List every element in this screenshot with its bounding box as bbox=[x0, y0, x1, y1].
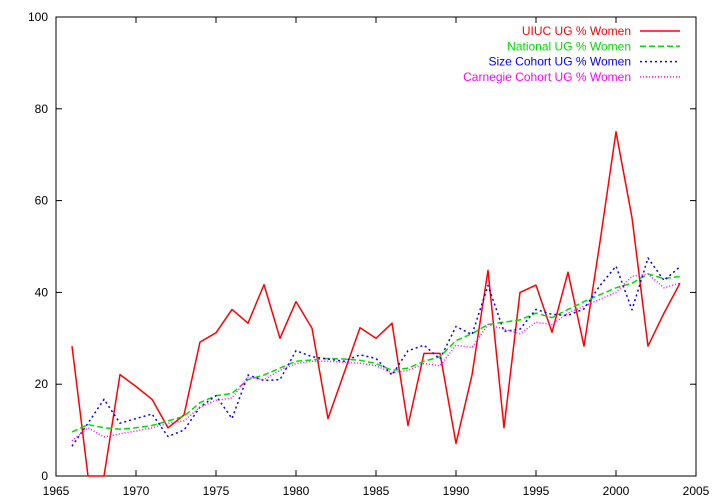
x-tick-label: 2005 bbox=[683, 484, 710, 498]
y-tick-label: 20 bbox=[35, 377, 49, 391]
legend-label: UIUC UG % Women bbox=[522, 24, 631, 38]
x-tick-label: 1965 bbox=[43, 484, 70, 498]
x-tick-label: 2000 bbox=[603, 484, 630, 498]
series-line-4 bbox=[71, 273, 681, 442]
series-line-2 bbox=[71, 273, 681, 433]
series-layer bbox=[71, 131, 681, 477]
legend-label: National UG % Women bbox=[507, 39, 631, 53]
x-tick-label: 1990 bbox=[443, 484, 470, 498]
y-tick-label: 40 bbox=[35, 285, 49, 299]
legend-label: Size Cohort UG % Women bbox=[489, 55, 632, 69]
y-tick-label: 100 bbox=[28, 10, 48, 24]
x-tick-label: 1995 bbox=[523, 484, 550, 498]
x-tick-label: 1975 bbox=[203, 484, 230, 498]
legend-label: Carnegie Cohort UG % Women bbox=[463, 70, 631, 84]
y-tick-label: 80 bbox=[35, 102, 49, 116]
axes: 1965 1970 1975 1980 1985 1990 1995 2000 2005 0 20 4… bbox=[28, 10, 710, 498]
x-tick-label: 1985 bbox=[363, 484, 390, 498]
x-tick-label: 1970 bbox=[123, 484, 150, 498]
series-line-1 bbox=[71, 131, 681, 477]
series-line-3 bbox=[71, 257, 681, 447]
y-tick-label: 0 bbox=[41, 469, 48, 483]
y-tick-label: 60 bbox=[35, 194, 49, 208]
x-tick-label: 1980 bbox=[283, 484, 310, 498]
